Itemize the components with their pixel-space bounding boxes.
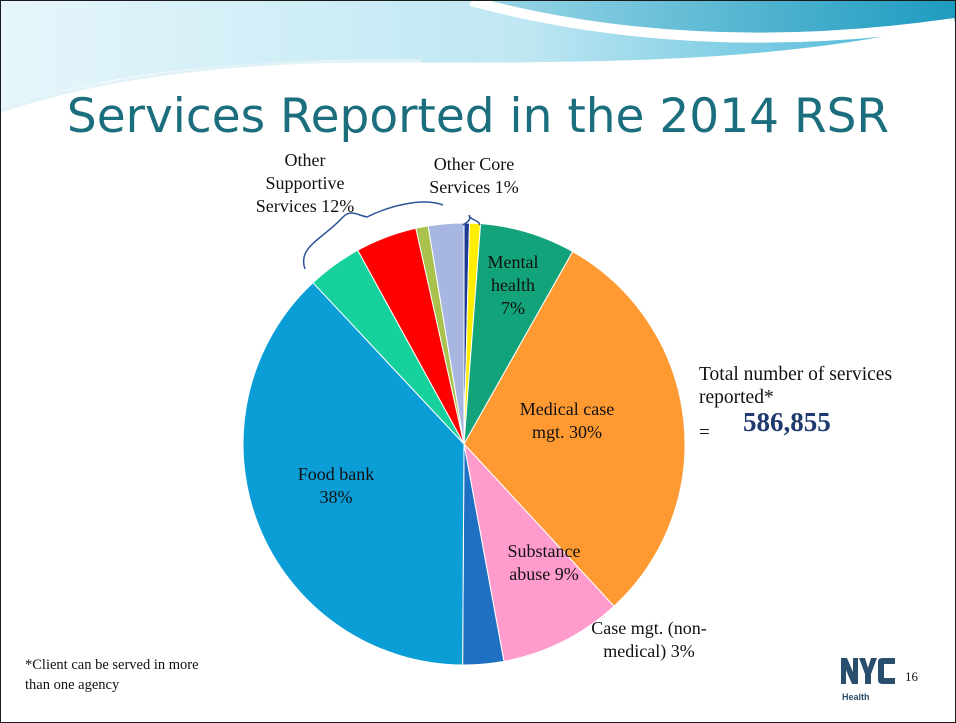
label-other-core: Other Core Services 1% [429,154,519,197]
label-mental-health: Mental health 7% [487,252,539,318]
logo-glyphs [841,658,895,684]
label-other-supportive: Other Supportive Services 12% [255,150,355,216]
label-medical-case-mgt: Medical case mgt. 30% [519,399,615,442]
total-equals-sign: = [699,422,710,443]
logo-letter-3 [878,658,895,684]
label-case-mgt-non-medical: Case mgt. (non-medical) 3% [591,618,707,661]
label-food-bank: Food bank 38% [297,464,375,507]
total-label: Total number of services reported* [699,364,893,408]
logo-caption: Health [842,692,870,702]
pie-slice-medical-case-mgt [463,250,686,607]
total-value: 586,855 [743,407,831,437]
total-box: Total number of services reported* = 586… [699,363,939,443]
logo-letter-1 [841,658,858,684]
nyc-health-logo: Health [841,658,895,702]
header-swoosh [1,1,955,113]
pie-slice-food-bank [242,281,465,666]
label-substance-abuse: Substance abuse 9% [507,541,581,584]
logo-letter-2 [859,658,877,684]
pie-slice-supportive-4 [427,222,465,445]
slide-title: Services Reported in the 2014 RSR [66,89,890,144]
other-supportive-brace [302,201,444,270]
pie-slice-substance-abuse [463,442,615,662]
page-number: 16 [905,669,918,684]
footnote: *Client can be served in more than one a… [25,657,199,693]
other-core-brace [462,214,481,226]
